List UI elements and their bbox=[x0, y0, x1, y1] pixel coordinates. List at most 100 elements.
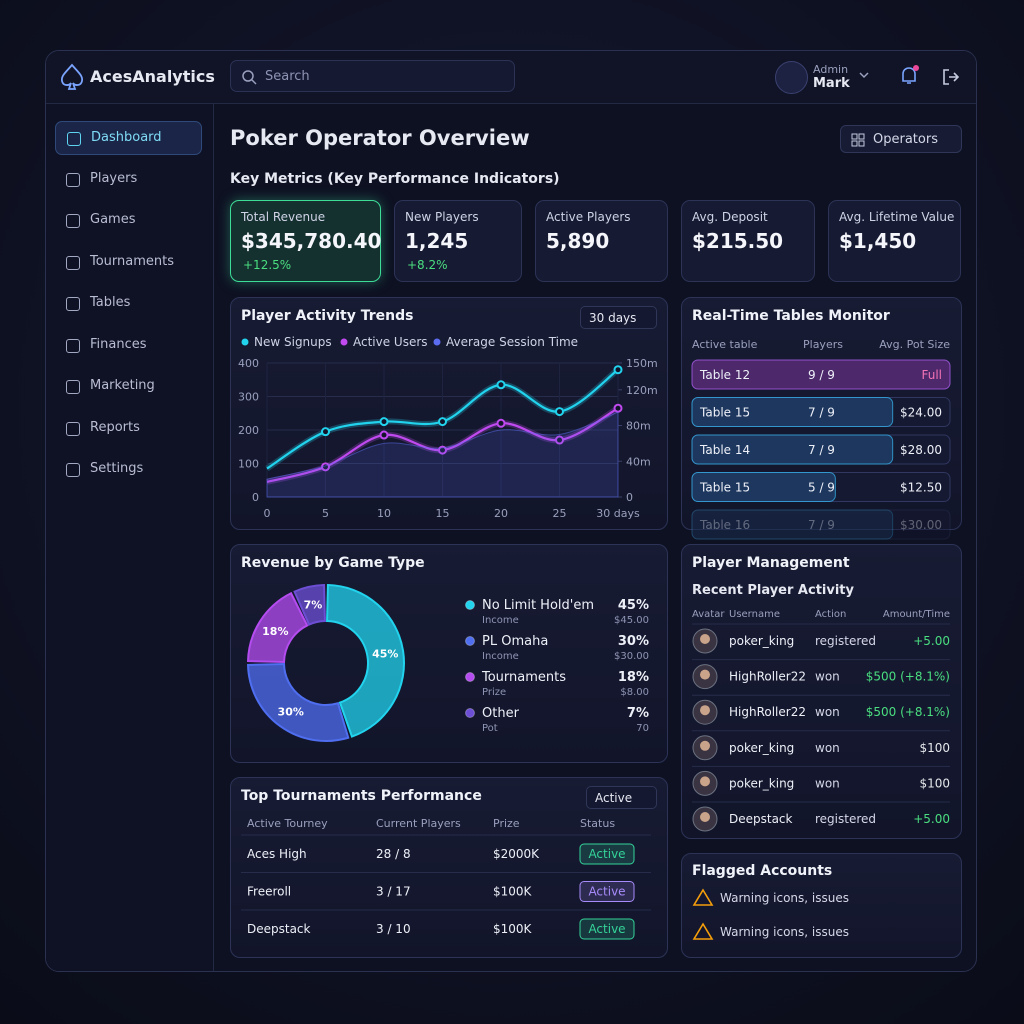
username: Deepstack bbox=[729, 812, 793, 826]
x-tick-label: 0 bbox=[264, 507, 271, 520]
point bbox=[555, 407, 564, 417]
x-tick-label: 25 bbox=[553, 507, 567, 520]
column-header: Players bbox=[803, 338, 843, 351]
user-avatar[interactable] bbox=[775, 61, 808, 94]
x-tick-label: 10 bbox=[377, 507, 391, 520]
table-players: 7 / 9 bbox=[808, 406, 835, 420]
status-pill bbox=[579, 918, 635, 940]
occupancy-bar bbox=[691, 434, 894, 465]
nav-item[interactable]: Reports bbox=[55, 412, 202, 446]
legend-amount: $45.00 bbox=[614, 615, 649, 626]
kpi-card: Avg. Deposit $215.50 bbox=[681, 200, 815, 282]
legend-percent: 30% bbox=[618, 634, 649, 649]
nav-item[interactable]: Tournaments bbox=[55, 246, 202, 280]
occupancy-bar bbox=[691, 359, 951, 390]
point bbox=[555, 435, 564, 445]
search-box[interactable]: Search bbox=[230, 60, 515, 92]
column-header: Amount/Time bbox=[883, 609, 950, 620]
amount: +5.00 bbox=[913, 634, 950, 648]
nav-item[interactable]: Settings bbox=[55, 453, 202, 487]
point bbox=[321, 427, 330, 437]
status-pill bbox=[579, 881, 635, 902]
nav-icon bbox=[66, 380, 80, 394]
nav-item[interactable]: Marketing bbox=[55, 370, 202, 404]
avatar-face bbox=[700, 669, 710, 680]
username: HighRoller22 bbox=[729, 705, 806, 719]
username: poker_king bbox=[729, 741, 794, 755]
kpi-card: Avg. Lifetime Value $1,450 bbox=[828, 200, 961, 282]
nav-label: Marketing bbox=[90, 378, 155, 393]
nav-icon bbox=[66, 421, 80, 436]
kpi-label: Avg. Lifetime Value bbox=[839, 210, 955, 224]
nav-label: Tournaments bbox=[90, 253, 175, 269]
nav-item[interactable]: Games bbox=[55, 204, 202, 238]
status-text: Active bbox=[588, 847, 625, 861]
nav-item[interactable]: Players bbox=[55, 163, 202, 197]
warning-icon bbox=[692, 922, 714, 940]
kpi-change: +12.5% bbox=[243, 258, 292, 272]
legend-label: Average Session Time bbox=[446, 335, 578, 349]
avatar-face bbox=[700, 776, 710, 787]
legend-amount: $8.00 bbox=[620, 687, 649, 698]
y2-tick-label: 0 bbox=[626, 491, 633, 504]
tourney-players: 28 / 8 bbox=[376, 847, 411, 861]
user-name: Mark bbox=[813, 76, 850, 91]
avg-pot: $24.00 bbox=[900, 406, 942, 420]
nav-icon bbox=[67, 132, 81, 146]
user-menu-chevron[interactable] bbox=[858, 70, 870, 80]
legend-name: No Limit Hold'em bbox=[482, 598, 594, 613]
avatar-face bbox=[700, 634, 710, 644]
y-tick-label: 200 bbox=[238, 424, 259, 437]
nav-label: Players bbox=[90, 170, 138, 186]
point bbox=[438, 417, 447, 427]
notifications-icon[interactable] bbox=[899, 64, 921, 88]
point bbox=[379, 430, 389, 440]
status-text: Active bbox=[588, 922, 625, 936]
brand: AcesAnalytics bbox=[90, 67, 215, 86]
x-tick-label: 15 bbox=[436, 507, 450, 520]
logo-icon bbox=[60, 63, 84, 90]
nav-item[interactable]: Tables bbox=[55, 287, 202, 321]
legend-label: Active Users bbox=[353, 335, 428, 349]
column-header: Prize bbox=[493, 817, 520, 830]
legend-sub: Prize bbox=[482, 687, 506, 698]
nav-icon bbox=[66, 172, 80, 187]
avatar-face bbox=[700, 705, 710, 716]
occupancy-bar bbox=[691, 397, 894, 427]
x-tick-label: 5 bbox=[322, 507, 329, 520]
username: poker_king bbox=[729, 776, 794, 790]
avatar-face bbox=[700, 740, 710, 751]
revenue-title: Revenue by Game Type bbox=[241, 555, 425, 571]
segment-label: 18% bbox=[262, 625, 288, 638]
y2-tick-label: 120m bbox=[626, 384, 658, 397]
legend-dot bbox=[340, 338, 348, 346]
legend-sub: Income bbox=[482, 615, 519, 626]
legend-percent: 18% bbox=[618, 670, 649, 685]
nav-item[interactable]: Finances bbox=[55, 329, 202, 363]
table-players: 9 / 9 bbox=[808, 368, 835, 382]
nav-label: Dashboard bbox=[91, 130, 162, 145]
action: registered bbox=[815, 634, 876, 648]
column-header: Status bbox=[580, 817, 615, 830]
nav-icon bbox=[66, 297, 80, 311]
search-placeholder: Search bbox=[265, 69, 310, 84]
range-selector[interactable]: 30 days bbox=[580, 306, 657, 329]
nav-item[interactable]: Dashboard bbox=[55, 121, 202, 155]
operators-button[interactable]: Operators bbox=[840, 125, 962, 153]
status-pill bbox=[579, 843, 635, 865]
legend-label: New Signups bbox=[254, 335, 332, 349]
nav-label: Tables bbox=[90, 295, 131, 310]
tournament-filter[interactable]: Active bbox=[586, 786, 657, 809]
action: won bbox=[815, 670, 840, 684]
legend-name: PL Omaha bbox=[482, 634, 548, 649]
kpi-label: Total Revenue bbox=[241, 210, 326, 224]
avg-pot: Full bbox=[921, 368, 942, 382]
page-title: Poker Operator Overview bbox=[230, 126, 530, 150]
segment-label: 45% bbox=[372, 648, 398, 661]
x-tick-label: 30 days bbox=[596, 507, 640, 520]
username: poker_king bbox=[729, 634, 794, 648]
segment-label: 7% bbox=[304, 598, 323, 611]
legend-name: Other bbox=[482, 706, 520, 721]
logout-icon[interactable] bbox=[941, 67, 961, 87]
table-row bbox=[691, 509, 951, 540]
